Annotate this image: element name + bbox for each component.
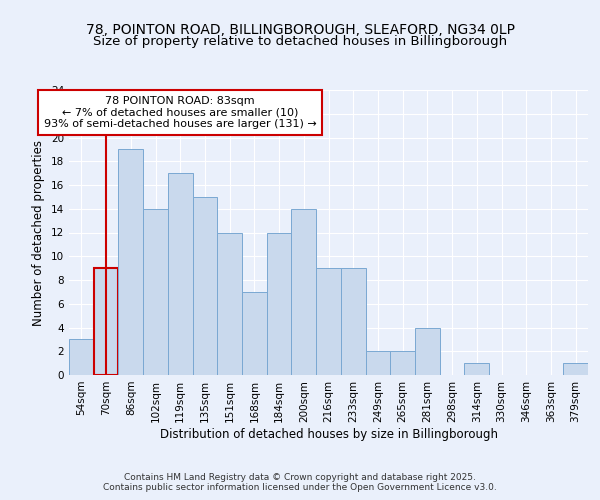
Bar (365, 351, 390, 375)
Bar (69, 340, 94, 375)
Bar (390, 351, 415, 375)
Text: Size of property relative to detached houses in Billingborough: Size of property relative to detached ho… (93, 35, 507, 48)
Bar (193, 197, 217, 375)
Bar (143, 209, 168, 375)
Bar (118, 150, 143, 375)
X-axis label: Distribution of detached houses by size in Billingborough: Distribution of detached houses by size … (160, 428, 497, 440)
Bar (563, 363, 588, 375)
Bar (267, 232, 292, 375)
Text: 78 POINTON ROAD: 83sqm
← 7% of detached houses are smaller (10)
93% of semi-deta: 78 POINTON ROAD: 83sqm ← 7% of detached … (44, 96, 317, 129)
Bar (168, 173, 193, 375)
Text: 78, POINTON ROAD, BILLINGBOROUGH, SLEAFORD, NG34 0LP: 78, POINTON ROAD, BILLINGBOROUGH, SLEAFO… (86, 22, 515, 36)
Bar (341, 268, 365, 375)
Bar (316, 268, 341, 375)
Bar (415, 328, 440, 375)
Bar (464, 363, 489, 375)
Bar (94, 268, 118, 375)
Y-axis label: Number of detached properties: Number of detached properties (32, 140, 46, 326)
Text: Contains HM Land Registry data © Crown copyright and database right 2025.
Contai: Contains HM Land Registry data © Crown c… (103, 473, 497, 492)
Bar (217, 232, 242, 375)
Bar (292, 209, 316, 375)
Bar (242, 292, 267, 375)
